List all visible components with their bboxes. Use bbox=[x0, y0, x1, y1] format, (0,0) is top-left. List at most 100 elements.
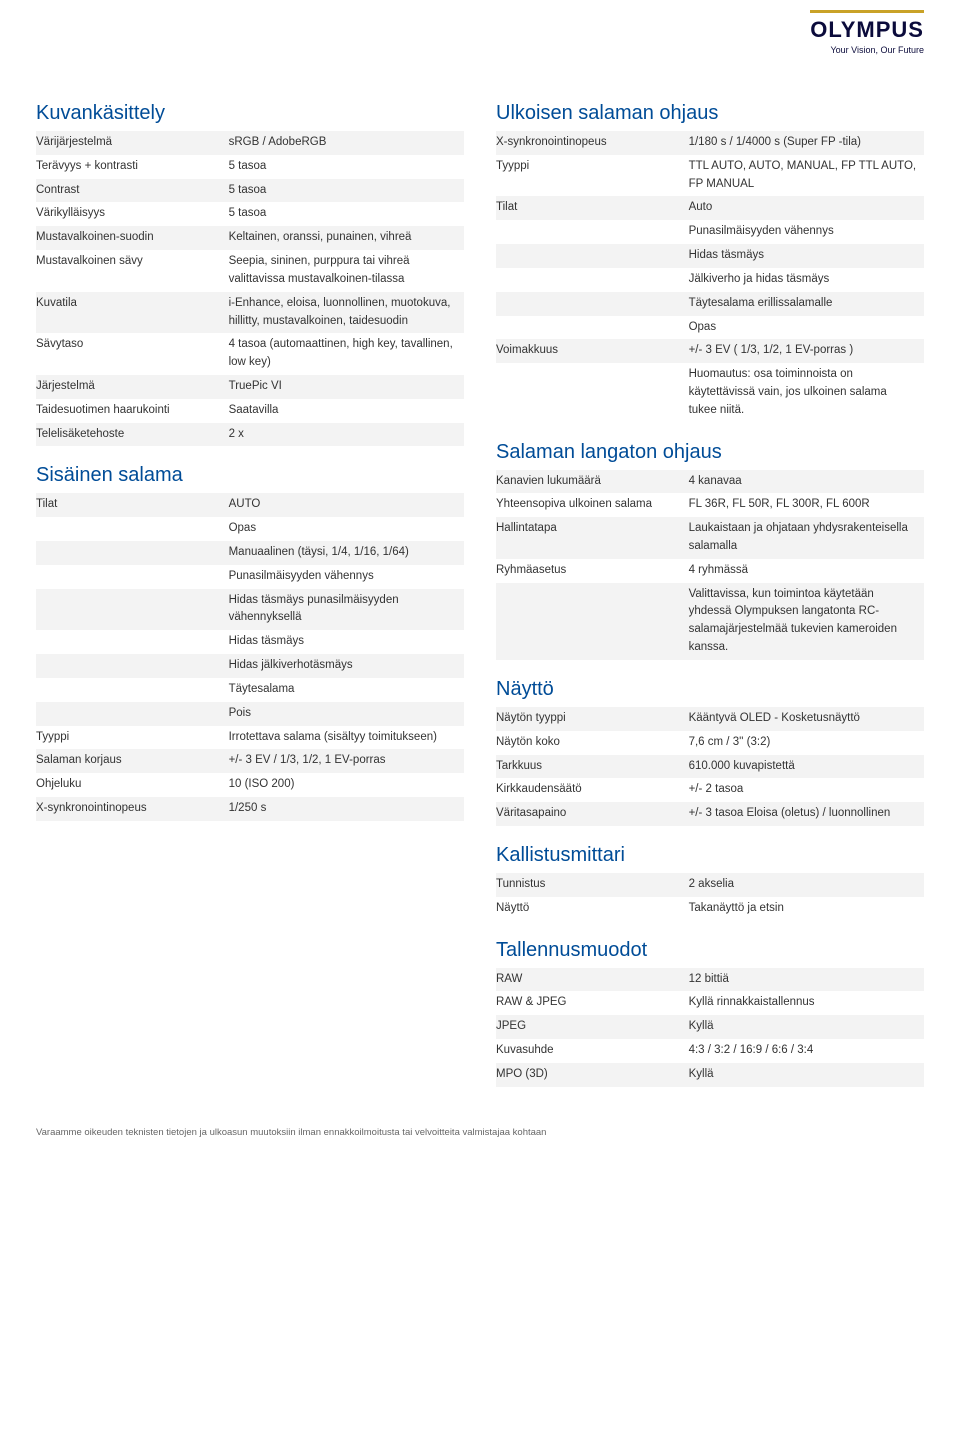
spec-key: Näytön tyyppi bbox=[496, 707, 689, 731]
spec-value: 4 ryhmässä bbox=[689, 559, 924, 583]
spec-value: Irrotettava salama (sisältyy toimituksee… bbox=[229, 726, 464, 750]
spec-value: TTL AUTO, AUTO, MANUAL, FP TTL AUTO, FP … bbox=[689, 155, 924, 197]
spec-value: 4:3 / 3:2 / 16:9 / 6:6 / 3:4 bbox=[689, 1039, 924, 1063]
spec-value: Saatavilla bbox=[229, 399, 464, 423]
spec-value: 5 tasoa bbox=[229, 155, 464, 179]
table-row: Valittavissa, kun toimintoa käytetään yh… bbox=[496, 583, 924, 660]
spec-value: Pois bbox=[229, 702, 464, 726]
spec-key: Näytön koko bbox=[496, 731, 689, 755]
spec-value: 12 bittiä bbox=[689, 968, 924, 992]
table-row: TilatAuto bbox=[496, 196, 924, 220]
spec-key: X-synkronointinopeus bbox=[496, 131, 689, 155]
spec-key bbox=[36, 654, 229, 678]
spec-key: Mustavalkoinen-suodin bbox=[36, 226, 229, 250]
spec-value: Keltainen, oranssi, punainen, vihreä bbox=[229, 226, 464, 250]
spec-value: Manuaalinen (täysi, 1/4, 1/16, 1/64) bbox=[229, 541, 464, 565]
spec-value: 4 tasoa (automaattinen, high key, tavall… bbox=[229, 333, 464, 375]
table-row: Kanavien lukumäärä4 kanavaa bbox=[496, 470, 924, 494]
spec-key: Järjestelmä bbox=[36, 375, 229, 399]
section-title: Kallistusmittari bbox=[496, 844, 924, 867]
table-row: Huomautus: osa toiminnoista on käytettäv… bbox=[496, 363, 924, 422]
spec-value: Hidas täsmäys bbox=[689, 244, 924, 268]
spec-value: 1/250 s bbox=[229, 797, 464, 821]
spec-key: RAW bbox=[496, 968, 689, 992]
table-row: Hidas täsmäys bbox=[496, 244, 924, 268]
section-title: Sisäinen salama bbox=[36, 464, 464, 487]
spec-table: X-synkronointinopeus1/180 s / 1/4000 s (… bbox=[496, 131, 924, 423]
spec-key: JPEG bbox=[496, 1015, 689, 1039]
table-row: HallintatapaLaukaistaan ja ohjataan yhdy… bbox=[496, 517, 924, 559]
spec-value: AUTO bbox=[229, 493, 464, 517]
table-row: Ryhmäasetus4 ryhmässä bbox=[496, 559, 924, 583]
table-row: TyyppiTTL AUTO, AUTO, MANUAL, FP TTL AUT… bbox=[496, 155, 924, 197]
table-row: Punasilmäisyyden vähennys bbox=[36, 565, 464, 589]
spec-key: MPO (3D) bbox=[496, 1063, 689, 1087]
spec-key bbox=[36, 630, 229, 654]
table-row: MPO (3D)Kyllä bbox=[496, 1063, 924, 1087]
spec-value: 5 tasoa bbox=[229, 202, 464, 226]
table-row: Opas bbox=[496, 316, 924, 340]
spec-key: Värikylläisyys bbox=[36, 202, 229, 226]
spec-table: Tunnistus2 akseliaNäyttöTakanäyttö ja et… bbox=[496, 873, 924, 921]
spec-key: Taidesuotimen haarukointi bbox=[36, 399, 229, 423]
table-row: Mustavalkoinen sävySeepia, sininen, purp… bbox=[36, 250, 464, 292]
spec-table: Näytön tyyppiKääntyvä OLED - Kosketusnäy… bbox=[496, 707, 924, 826]
spec-key bbox=[36, 589, 229, 631]
table-row: Hidas täsmäys punasilmäisyyden vähennyks… bbox=[36, 589, 464, 631]
brand-tagline: Your Vision, Our Future bbox=[810, 45, 924, 55]
spec-value: Hidas täsmäys bbox=[229, 630, 464, 654]
table-row: Sävytaso4 tasoa (automaattinen, high key… bbox=[36, 333, 464, 375]
columns-wrapper: KuvankäsittelyVärijärjestelmäsRGB / Adob… bbox=[36, 84, 924, 1087]
spec-key: Yhteensopiva ulkoinen salama bbox=[496, 493, 689, 517]
spec-key: Salaman korjaus bbox=[36, 749, 229, 773]
spec-key bbox=[36, 678, 229, 702]
spec-key: Tarkkuus bbox=[496, 755, 689, 779]
table-row: Yhteensopiva ulkoinen salamaFL 36R, FL 5… bbox=[496, 493, 924, 517]
spec-key: Tilat bbox=[36, 493, 229, 517]
spec-key: Terävyys + kontrasti bbox=[36, 155, 229, 179]
table-row: TyyppiIrrotettava salama (sisältyy toimi… bbox=[36, 726, 464, 750]
table-row: Tarkkuus610.000 kuvapistettä bbox=[496, 755, 924, 779]
table-row: Kuvatilai-Enhance, eloisa, luonnollinen,… bbox=[36, 292, 464, 334]
spec-key: RAW & JPEG bbox=[496, 991, 689, 1015]
table-row: Kuvasuhde4:3 / 3:2 / 16:9 / 6:6 / 3:4 bbox=[496, 1039, 924, 1063]
spec-value: FL 36R, FL 50R, FL 300R, FL 600R bbox=[689, 493, 924, 517]
table-row: Punasilmäisyyden vähennys bbox=[496, 220, 924, 244]
spec-key bbox=[496, 363, 689, 422]
spec-value: 5 tasoa bbox=[229, 179, 464, 203]
spec-key bbox=[496, 292, 689, 316]
table-row: Manuaalinen (täysi, 1/4, 1/16, 1/64) bbox=[36, 541, 464, 565]
spec-value: +/- 3 EV ( 1/3, 1/2, 1 EV-porras ) bbox=[689, 339, 924, 363]
spec-key: Ohjeluku bbox=[36, 773, 229, 797]
spec-value: Takanäyttö ja etsin bbox=[689, 897, 924, 921]
left-column: KuvankäsittelyVärijärjestelmäsRGB / Adob… bbox=[36, 84, 464, 1087]
table-row: Opas bbox=[36, 517, 464, 541]
table-row: Contrast5 tasoa bbox=[36, 179, 464, 203]
table-row: X-synkronointinopeus1/250 s bbox=[36, 797, 464, 821]
table-row: Terävyys + kontrasti5 tasoa bbox=[36, 155, 464, 179]
table-row: Näytön koko7,6 cm / 3'' (3:2) bbox=[496, 731, 924, 755]
spec-value: Seepia, sininen, purppura tai vihreä val… bbox=[229, 250, 464, 292]
spec-key bbox=[36, 565, 229, 589]
spec-key: Kuvatila bbox=[36, 292, 229, 334]
table-row: Jälkiverho ja hidas täsmäys bbox=[496, 268, 924, 292]
table-row: Täytesalama erillissalamalle bbox=[496, 292, 924, 316]
spec-value: Hidas jälkiverhotäsmäys bbox=[229, 654, 464, 678]
spec-value: sRGB / AdobeRGB bbox=[229, 131, 464, 155]
spec-value: 1/180 s / 1/4000 s (Super FP -tila) bbox=[689, 131, 924, 155]
spec-key: Tyyppi bbox=[496, 155, 689, 197]
spec-value: Kääntyvä OLED - Kosketusnäyttö bbox=[689, 707, 924, 731]
spec-value: 10 (ISO 200) bbox=[229, 773, 464, 797]
section-title: Salaman langaton ohjaus bbox=[496, 441, 924, 464]
spec-key: Hallintatapa bbox=[496, 517, 689, 559]
spec-table: RAW12 bittiäRAW & JPEGKyllä rinnakkaista… bbox=[496, 968, 924, 1087]
spec-value: 7,6 cm / 3'' (3:2) bbox=[689, 731, 924, 755]
table-row: X-synkronointinopeus1/180 s / 1/4000 s (… bbox=[496, 131, 924, 155]
spec-value: +/- 3 tasoa Eloisa (oletus) / luonnollin… bbox=[689, 802, 924, 826]
spec-key bbox=[496, 220, 689, 244]
spec-value: Laukaistaan ja ohjataan yhdysrakenteisel… bbox=[689, 517, 924, 559]
spec-value: Kyllä bbox=[689, 1063, 924, 1087]
spec-key: Tunnistus bbox=[496, 873, 689, 897]
table-row: Ohjeluku10 (ISO 200) bbox=[36, 773, 464, 797]
spec-table: TilatAUTOOpasManuaalinen (täysi, 1/4, 1/… bbox=[36, 493, 464, 820]
